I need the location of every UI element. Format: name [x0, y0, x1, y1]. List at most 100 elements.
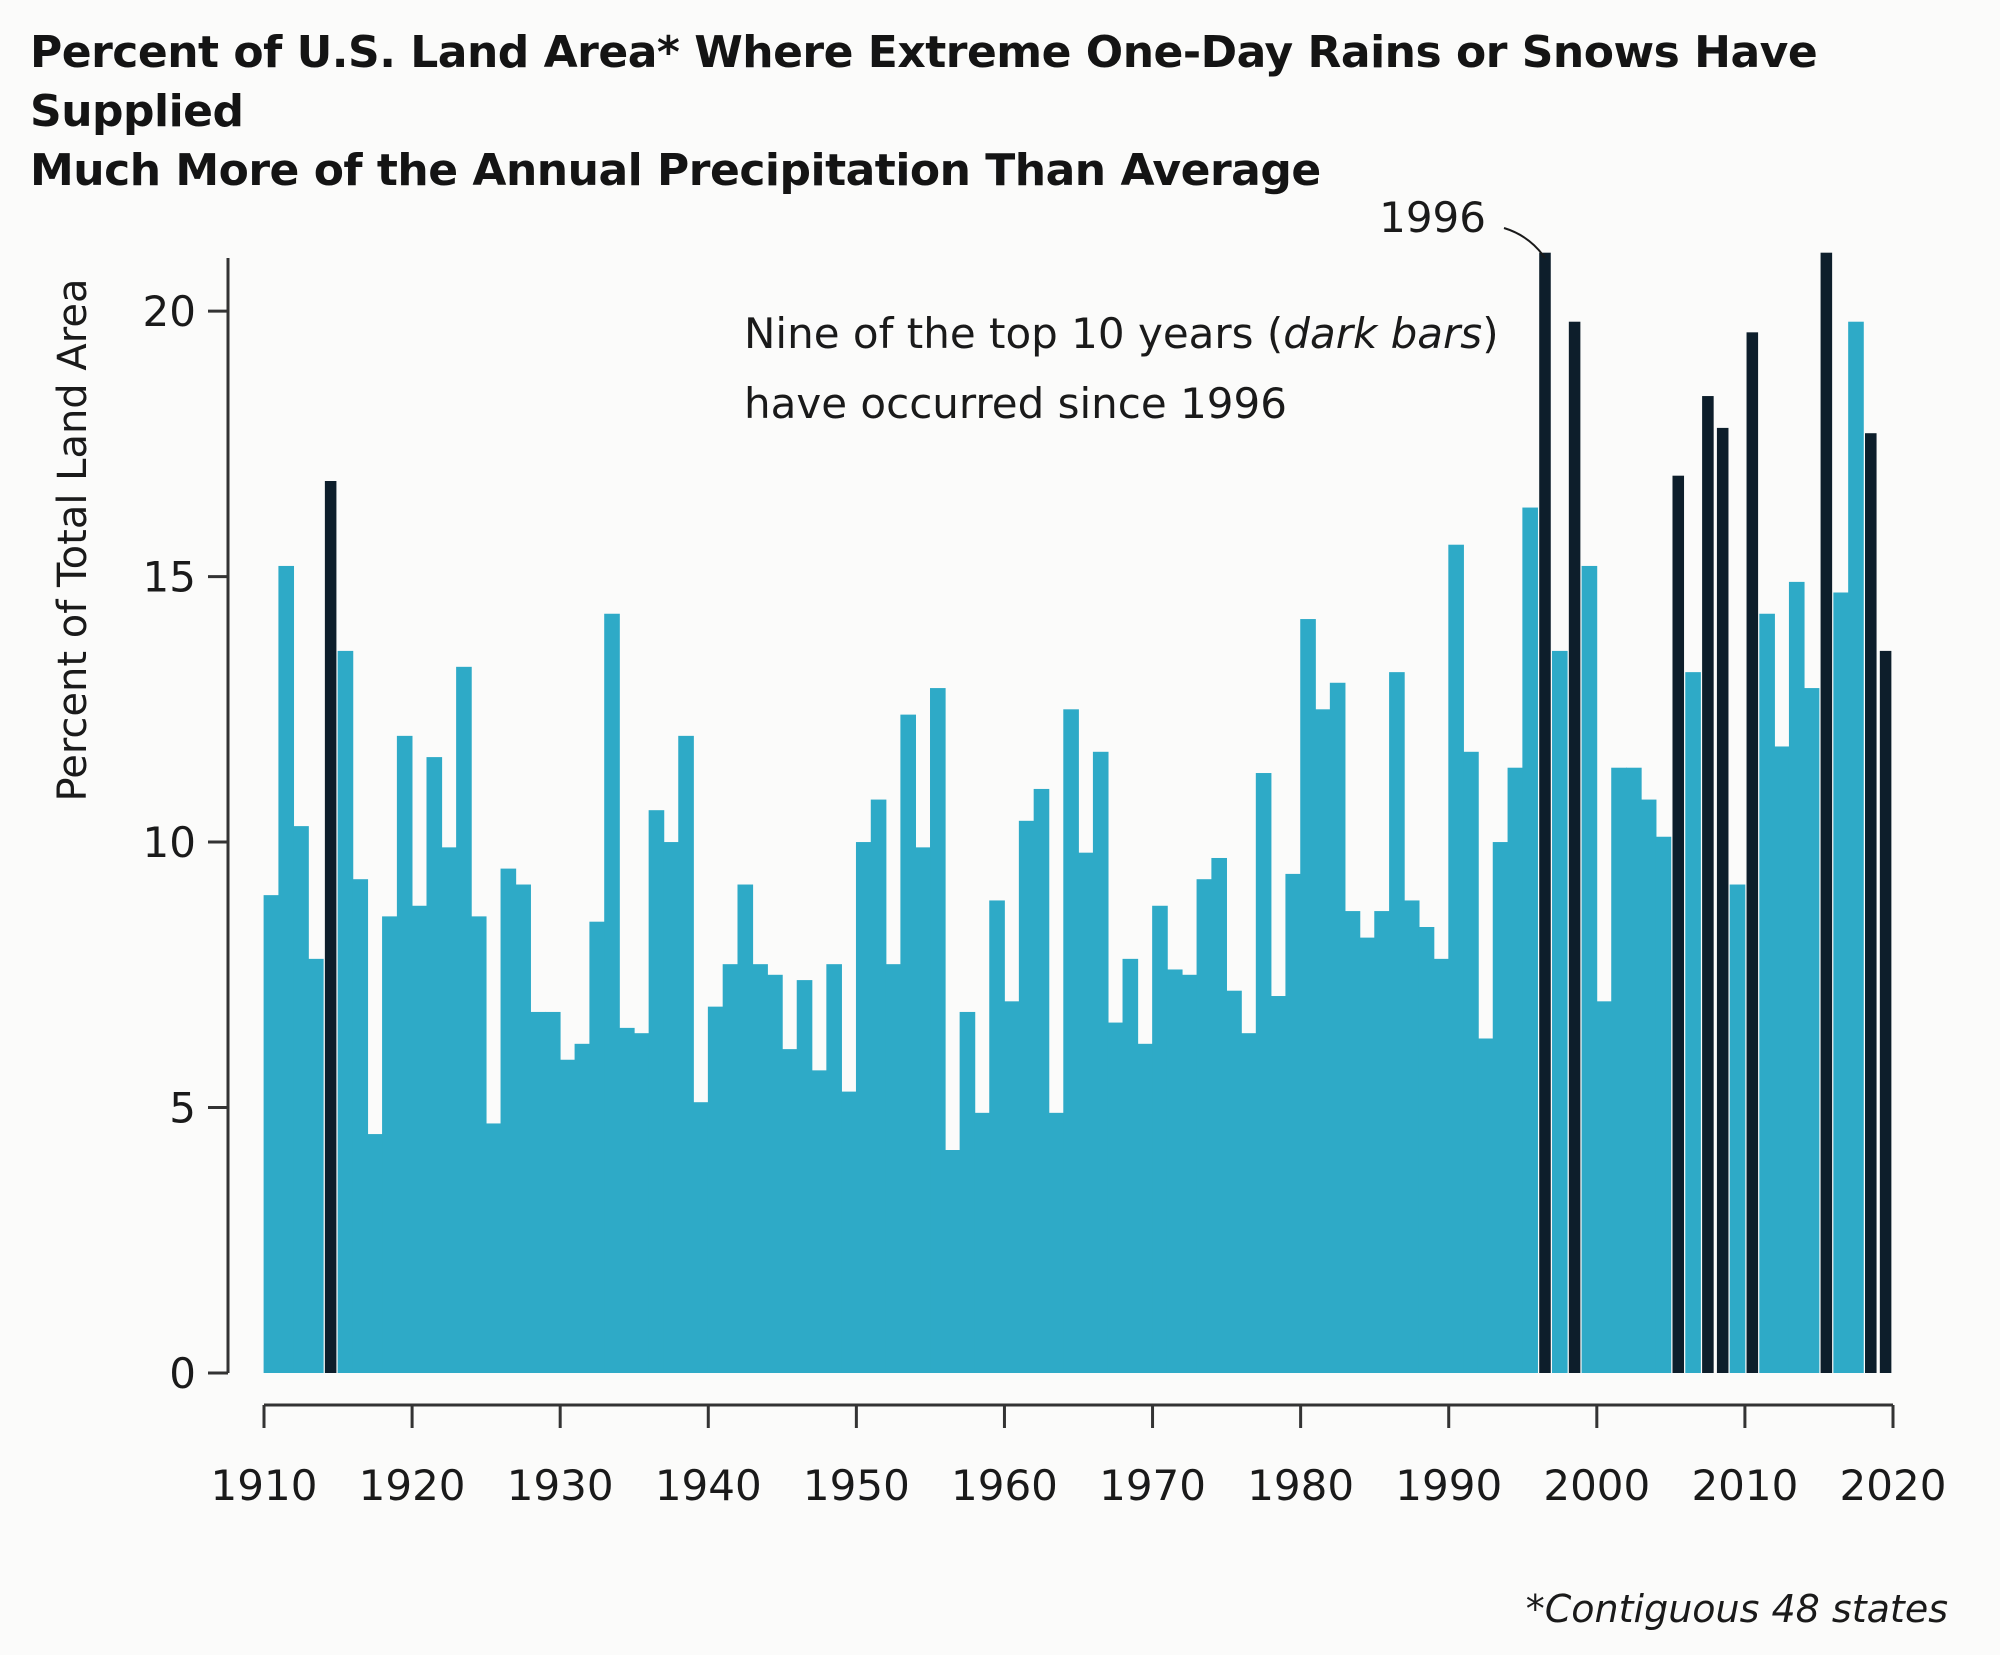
bar-1929: [544, 1011, 561, 1373]
bar-dark-2019: [1879, 650, 1892, 1373]
bar-1910: [263, 895, 280, 1373]
bar-dark-2005: [1672, 475, 1685, 1373]
y-tick-label-5: 5: [169, 1084, 196, 1133]
bar-1928: [530, 1011, 546, 1373]
bar-dark-1996: [1539, 252, 1551, 1374]
x-tick-label-1940: 1940: [655, 1461, 762, 1510]
bar-dark-2015: [1820, 252, 1833, 1374]
bar-1983: [1344, 911, 1361, 1373]
bar-1994: [1507, 767, 1524, 1373]
bar-1937: [663, 842, 680, 1373]
x-tick-label-2010: 2010: [1691, 1461, 1798, 1510]
annotation-note-prefix: Nine of the top 10 years (: [744, 309, 1283, 358]
bar-1930: [559, 1059, 576, 1373]
bar-dark-2018: [1865, 433, 1877, 1374]
bar-1966: [1092, 751, 1109, 1373]
chart-title-line-1: Percent of U.S. Land Area* Where Extreme…: [30, 27, 1818, 137]
bar-1972: [1181, 974, 1198, 1373]
bar-1968: [1122, 958, 1139, 1373]
bar-2000: [1596, 1001, 1613, 1373]
x-tick-label-1970: 1970: [1099, 1461, 1206, 1510]
bar-1962: [1033, 788, 1050, 1373]
bar-1943: [752, 964, 768, 1373]
bar-1950: [855, 842, 872, 1373]
bar-1948: [826, 964, 842, 1373]
bar-1939: [693, 1102, 709, 1373]
bar-1964: [1063, 709, 1079, 1373]
bar-2016: [1833, 592, 1849, 1373]
annotation-note-italic: dark bars: [1283, 309, 1482, 358]
bar-2006: [1685, 672, 1701, 1373]
y-tick-label-10: 10: [143, 818, 196, 867]
bar-1934: [619, 1027, 635, 1373]
bar-1946: [796, 980, 813, 1373]
bar-1933: [604, 613, 620, 1373]
bar-1915: [337, 650, 354, 1373]
bar-1971: [1166, 969, 1183, 1373]
bar-1926: [500, 868, 517, 1373]
bar-1961: [1018, 820, 1035, 1373]
bar-1979: [1285, 873, 1302, 1373]
bar-1945: [781, 1049, 798, 1373]
bar-2003: [1640, 799, 1657, 1373]
annotation-1996-label: 1996: [1379, 193, 1486, 242]
bar-1947: [811, 1070, 828, 1373]
bar-1941: [722, 964, 739, 1373]
bar-1987: [1403, 900, 1420, 1373]
bar-1981: [1315, 709, 1331, 1373]
bar-1985: [1374, 911, 1390, 1373]
bar-1921: [426, 757, 443, 1373]
bar-1954: [915, 847, 931, 1373]
x-tick-labels: 1910 1920 1930 1940 1950 1960 1970 1980 1990 2000…: [211, 1461, 1947, 1510]
bar-dark-1998: [1568, 321, 1581, 1374]
bar-1977: [1255, 773, 1272, 1373]
annotation-1996-leader: [1503, 227, 1546, 259]
bar-1988: [1418, 927, 1435, 1373]
bar-1978: [1270, 996, 1287, 1373]
x-tick-label-1980: 1980: [1247, 1461, 1354, 1510]
bar-1984: [1359, 937, 1376, 1373]
bar-1951: [870, 799, 887, 1373]
bar-1931: [574, 1043, 591, 1373]
bar-1940: [707, 1006, 724, 1373]
bar-1974: [1211, 857, 1227, 1373]
bar-1918: [382, 916, 398, 1373]
bar-1982: [1329, 682, 1346, 1373]
bar-1980: [1300, 619, 1316, 1373]
bar-1975: [1226, 990, 1242, 1373]
y-axis-label: Percent of Total Land Area: [50, 279, 96, 802]
bar-1916: [352, 879, 369, 1373]
bar-1927: [515, 884, 531, 1373]
x-tick-label-1930: 1930: [507, 1461, 614, 1510]
bar-2002: [1626, 767, 1642, 1373]
bar-1955: [930, 688, 946, 1373]
bar-2004: [1655, 836, 1672, 1373]
footnote: *Contiguous 48 states: [1526, 1587, 1948, 1631]
axes: [208, 258, 1895, 1428]
bar-1958: [974, 1112, 991, 1373]
x-tick-label-1910: 1910: [211, 1461, 318, 1510]
bar-dark-2010: [1746, 332, 1759, 1374]
bar-1995: [1522, 507, 1538, 1373]
x-tick-label-1990: 1990: [1395, 1461, 1502, 1510]
bar-1969: [1137, 1043, 1153, 1373]
bar-1970: [1152, 905, 1168, 1373]
bar-1999: [1581, 565, 1598, 1373]
bar-1925: [485, 1123, 502, 1373]
bar-dark-2007: [1702, 396, 1714, 1373]
bar-2017: [1848, 321, 1864, 1374]
bar-1936: [648, 810, 665, 1373]
bar-1919: [396, 735, 413, 1373]
bar-1911: [278, 565, 295, 1373]
x-tick-label-1920: 1920: [359, 1461, 466, 1510]
bar-1965: [1078, 852, 1094, 1373]
bar-1949: [841, 1091, 857, 1373]
x-tick-label-1950: 1950: [803, 1461, 910, 1510]
annotation-note-line-1: Nine of the top 10 years (dark bars): [744, 309, 1499, 358]
bar-2012: [1774, 746, 1790, 1373]
chart-title-line-2: Much More of the Annual Precipitation Th…: [30, 144, 1321, 196]
annotation-note-suffix: ): [1482, 309, 1498, 358]
bar-1973: [1196, 879, 1213, 1373]
y-tick-label-15: 15: [143, 553, 196, 602]
bar-dark-2008: [1716, 427, 1729, 1373]
